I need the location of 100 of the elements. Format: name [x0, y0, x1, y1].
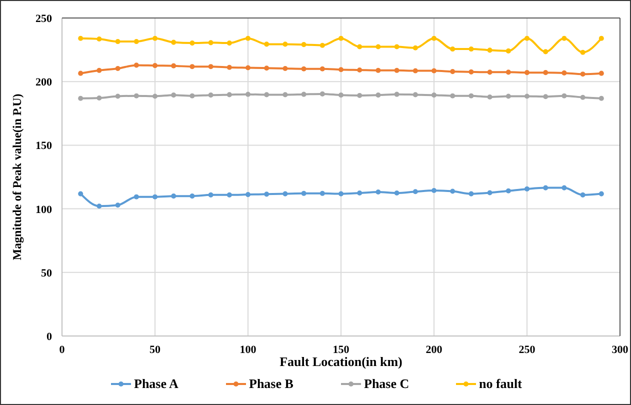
point — [152, 63, 158, 68]
point — [245, 192, 251, 198]
point — [96, 95, 102, 101]
point — [320, 190, 325, 196]
point — [412, 92, 418, 98]
point — [394, 44, 400, 50]
x-tick-label: 250 — [518, 344, 536, 356]
y-tick-label: 200 — [36, 76, 52, 89]
point — [338, 67, 344, 72]
point — [78, 36, 84, 41]
point — [282, 42, 288, 47]
y-tick-label: 250 — [36, 13, 52, 25]
point — [338, 191, 344, 196]
point — [245, 92, 251, 97]
point — [487, 48, 492, 53]
point — [245, 36, 251, 41]
y-axis-title: Magnitude of Peak value(in P.U) — [10, 94, 24, 260]
point — [96, 204, 102, 209]
point — [190, 93, 195, 98]
x-tick-label: 300 — [612, 344, 629, 356]
point — [562, 185, 567, 190]
point — [524, 36, 530, 41]
point — [152, 36, 158, 41]
point — [338, 92, 344, 98]
point — [301, 92, 306, 97]
point — [468, 46, 474, 52]
point — [190, 64, 195, 70]
point — [226, 92, 232, 98]
point — [320, 42, 325, 48]
point — [78, 191, 84, 196]
point — [134, 93, 139, 98]
point — [431, 92, 437, 98]
point — [301, 66, 306, 72]
point — [562, 36, 567, 41]
point — [264, 192, 270, 197]
point — [115, 39, 120, 44]
point — [208, 192, 214, 198]
point — [115, 202, 120, 208]
point — [264, 66, 270, 71]
point — [264, 92, 270, 98]
point — [487, 190, 492, 196]
point — [524, 186, 530, 192]
point — [543, 70, 548, 76]
point — [598, 70, 604, 76]
point — [357, 190, 362, 196]
point — [320, 66, 325, 72]
legend-label: Phase C — [364, 376, 410, 391]
point — [282, 92, 288, 98]
point — [431, 68, 437, 74]
x-axis-title: Fault Location(in km) — [280, 354, 402, 369]
point — [320, 91, 325, 96]
legend-label: no fault — [479, 376, 523, 391]
point — [152, 194, 158, 200]
point — [96, 68, 102, 73]
point — [580, 72, 586, 77]
point — [562, 93, 567, 98]
point — [412, 45, 418, 50]
y-tick-label: 0 — [46, 331, 52, 343]
point — [264, 42, 270, 47]
point — [412, 189, 418, 194]
y-tick-label: 50 — [41, 267, 52, 280]
point — [524, 94, 530, 99]
point — [282, 191, 288, 196]
point — [376, 68, 381, 73]
point — [468, 93, 474, 98]
point — [562, 70, 567, 76]
point — [171, 63, 176, 68]
y-tick-label: 150 — [36, 140, 52, 152]
point — [524, 70, 530, 76]
x-tick-label: 200 — [426, 344, 443, 356]
y-tick-label: 100 — [36, 204, 52, 216]
point — [245, 65, 251, 70]
point — [598, 96, 604, 101]
point — [543, 94, 548, 100]
point — [152, 94, 158, 99]
point — [134, 62, 139, 68]
point — [357, 44, 362, 50]
point — [301, 42, 306, 48]
legend-label: Phase A — [134, 376, 180, 391]
point — [450, 188, 456, 194]
point — [357, 68, 362, 73]
point — [487, 94, 492, 100]
point — [431, 36, 437, 41]
point — [543, 185, 548, 190]
point — [226, 64, 232, 70]
point — [134, 39, 139, 44]
point — [487, 70, 492, 75]
point — [301, 190, 306, 196]
point — [450, 93, 456, 98]
point — [96, 36, 102, 42]
point — [598, 36, 604, 41]
point — [78, 96, 84, 101]
point — [282, 66, 288, 72]
point — [171, 92, 176, 98]
point — [190, 40, 195, 46]
point — [506, 70, 511, 75]
point — [450, 46, 456, 52]
point — [506, 188, 511, 194]
point — [376, 189, 381, 195]
point — [598, 191, 604, 196]
